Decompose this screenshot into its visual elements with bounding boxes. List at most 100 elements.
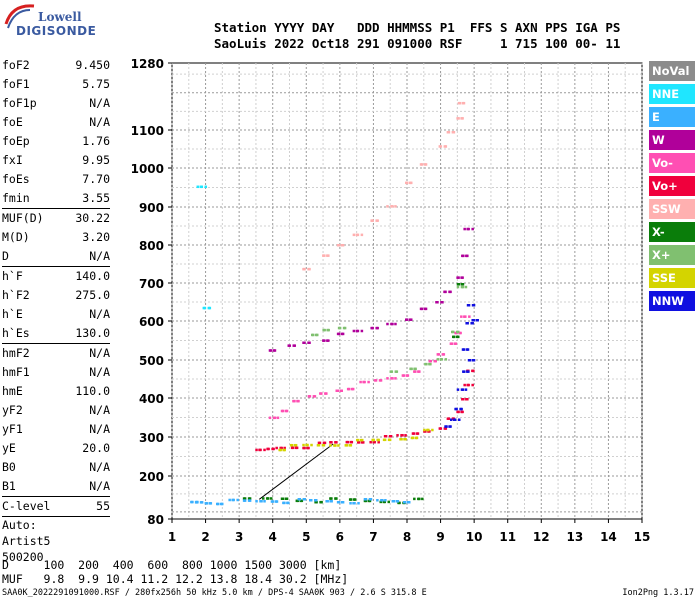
x-tick-label: 6	[336, 530, 344, 544]
data-point	[297, 498, 301, 501]
data-point	[427, 430, 430, 433]
data-point	[463, 383, 466, 387]
data-point	[290, 446, 294, 450]
data-point	[263, 448, 266, 452]
data-point	[405, 318, 408, 321]
param-row: yF2 N/A	[2, 401, 110, 420]
data-point	[446, 131, 450, 134]
legend-item-sse: SSE	[649, 268, 695, 288]
param-value: 30.22	[75, 211, 110, 225]
data-point	[376, 499, 379, 502]
param-label: MUF(D)	[2, 211, 44, 225]
param-label: yF2	[2, 403, 23, 417]
param-row: yE 20.0	[2, 439, 110, 458]
data-point	[413, 367, 416, 371]
y-tick-label: 500	[139, 354, 164, 368]
data-point	[326, 339, 329, 342]
data-point	[324, 392, 327, 395]
data-point	[329, 441, 332, 444]
data-point	[438, 145, 442, 148]
data-point	[463, 227, 466, 231]
data-point	[435, 301, 438, 304]
data-point	[443, 145, 447, 148]
data-point	[466, 370, 469, 373]
param-row: B0 N/A	[2, 458, 110, 477]
data-point	[231, 498, 234, 502]
data-point	[242, 499, 246, 502]
data-point	[314, 500, 317, 504]
param-label: D	[2, 249, 9, 263]
data-point	[280, 497, 284, 500]
data-point	[386, 377, 389, 380]
data-point	[465, 254, 468, 258]
data-point	[456, 410, 459, 414]
muf-frequency-row: MUF 9.8 9.9 10.4 11.2 12.2 13.8 18.4 30.…	[2, 572, 349, 586]
param-row: M(D) 3.20	[2, 228, 110, 247]
data-point	[349, 502, 352, 505]
data-point	[456, 388, 460, 391]
data-point	[471, 304, 475, 307]
data-point	[342, 326, 346, 330]
data-point	[372, 440, 375, 444]
data-point	[433, 359, 436, 363]
series-x	[311, 285, 468, 373]
param-label: foEp	[2, 134, 30, 148]
data-point	[259, 500, 262, 503]
data-point	[409, 181, 412, 185]
data-point	[336, 244, 340, 247]
param-row: C-level 55	[2, 497, 110, 516]
param-label: foF1p	[2, 96, 37, 110]
data-point	[302, 341, 305, 344]
data-point	[428, 359, 431, 363]
data-point	[369, 440, 372, 444]
data-point	[409, 367, 412, 371]
data-point	[471, 319, 474, 322]
data-point	[275, 446, 278, 450]
x-tick-label: 1	[168, 530, 176, 544]
param-row: fmin 3.55	[2, 189, 110, 208]
data-point	[287, 344, 290, 347]
data-point	[394, 205, 397, 208]
data-point	[306, 446, 309, 450]
data-point	[263, 500, 266, 503]
data-point	[421, 497, 424, 501]
data-point	[371, 438, 374, 442]
data-point	[401, 374, 405, 377]
data-point	[414, 436, 418, 440]
data-point	[456, 276, 459, 279]
data-point	[359, 380, 362, 384]
data-point	[400, 434, 403, 437]
data-point	[466, 304, 470, 307]
param-label: foF1	[2, 77, 30, 91]
data-point	[271, 447, 274, 451]
data-point	[426, 428, 429, 432]
data-point	[380, 499, 383, 502]
data-point	[471, 383, 474, 387]
data-point	[436, 353, 440, 356]
legend-item-x: X-	[649, 222, 695, 242]
data-point	[419, 307, 423, 311]
data-point	[461, 398, 464, 401]
param-label: B0	[2, 460, 16, 474]
data-point	[262, 497, 265, 500]
data-point	[305, 443, 308, 447]
data-point	[334, 441, 337, 444]
data-point	[417, 497, 420, 501]
legend-item-vo: Vo-	[649, 153, 695, 173]
y-tick-label: 80	[147, 513, 164, 527]
data-point	[461, 348, 465, 351]
data-point	[423, 430, 426, 433]
data-point	[386, 205, 389, 208]
param-value: 275.0	[75, 288, 110, 302]
data-point	[346, 387, 350, 391]
data-point	[292, 344, 295, 347]
y-tick-label: 400	[139, 392, 164, 406]
data-point	[293, 443, 297, 447]
data-point	[302, 446, 305, 450]
param-value: 3.20	[82, 230, 110, 244]
data-point	[258, 448, 261, 452]
data-point	[316, 444, 320, 447]
y-tick-label: 700	[139, 277, 164, 291]
data-point	[443, 427, 447, 430]
trace-connector-line	[258, 443, 334, 500]
